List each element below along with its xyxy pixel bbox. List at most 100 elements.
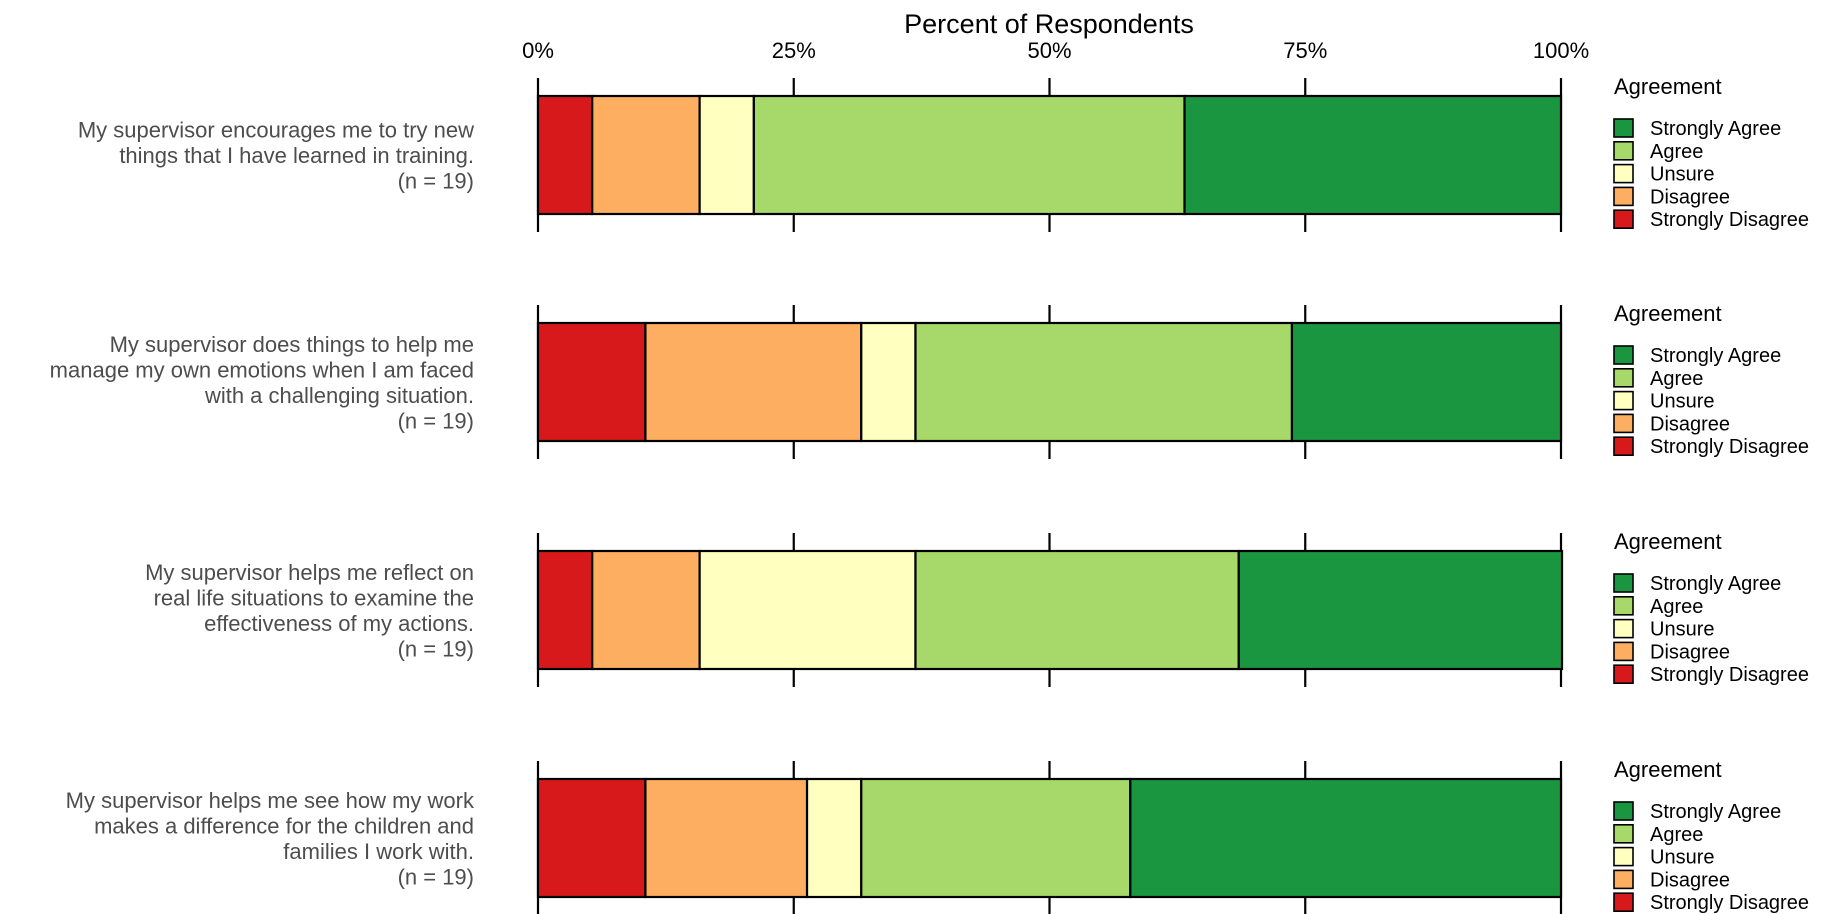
legend-label: Disagree [1650,869,1730,891]
category-label-line: (n = 19) [398,864,474,889]
legend-label: Unsure [1650,391,1714,413]
bar-row [536,305,1563,459]
category-label-line: with a challenging situation. [204,383,474,408]
legend-swatch [1613,801,1634,821]
legend-swatch [1613,186,1634,207]
bar-segment [914,549,1240,671]
legend-label: Strongly Agree [1650,801,1781,823]
category-label-line: (n = 19) [398,408,474,433]
category-label-line: (n = 19) [398,169,474,194]
legend: Agreement Strongly AgreeAgreeUnsureDisagr… [1613,529,1809,686]
bar-segment [860,321,917,443]
bar-segment [591,549,701,671]
bar-segment [698,94,755,216]
x-tick-label: 100% [1533,38,1589,63]
legend-swatch [1613,846,1634,867]
category-label-line: effectiveness of my actions. [204,611,474,636]
category-label-line: things that I have learned in training. [119,143,474,168]
legend-label: Disagree [1650,413,1730,435]
category-label: My supervisor encourages me to try new th… [78,118,474,194]
legend-swatch [1613,118,1634,138]
bar-segment [644,321,863,443]
legend-label: Unsure [1650,619,1714,641]
legend-swatch [1613,413,1634,434]
category-label-line: (n = 19) [398,636,474,661]
category-label-line: real life situations to examine the [154,585,474,610]
legend-title: Agreement [1614,301,1722,326]
legend-swatch [1613,641,1634,662]
legend-swatch [1613,345,1634,365]
legend-label: Unsure [1650,847,1714,869]
legend-label: Agree [1650,824,1703,846]
chart-title: Percent of Respondents [904,9,1194,39]
legend-title: Agreement [1614,74,1722,99]
bar-row [536,533,1564,687]
bar-segment [752,94,1186,216]
category-label-line: My supervisor encourages me to try new [78,118,474,143]
legend-swatch [1613,141,1634,161]
legend-swatch [1613,664,1634,685]
legend-label: Disagree [1650,641,1730,663]
legend-swatch [1613,163,1634,184]
legend-swatch [1613,367,1634,388]
legend-swatch [1613,823,1634,844]
legend-swatch [1613,573,1634,593]
legend-swatch [1613,595,1634,616]
x-tick-label: 50% [1027,38,1071,63]
legend-label: Disagree [1650,186,1730,208]
legend-label: Strongly Agree [1650,573,1781,595]
legend-label: Strongly Disagree [1650,209,1809,231]
bar-segment [860,777,1132,899]
legend-label: Strongly Disagree [1650,436,1809,458]
category-label-line: My supervisor does things to help me [110,332,474,357]
bars-layer [536,78,1564,914]
bar-segment [1183,94,1563,216]
bar-segment [698,549,917,671]
legend-swatch [1613,390,1634,411]
legend-label: Agree [1650,141,1703,163]
bar-row [536,761,1563,914]
legend: Agreement Strongly AgreeAgreeUnsureDisagr… [1613,757,1809,914]
category-label-line: manage my own emotions when I am faced [50,357,474,382]
category-labels: My supervisor encourages me to try new th… [50,118,475,890]
bar-segment [1237,549,1564,671]
legend: Agreement Strongly AgreeAgreeUnsureDisagr… [1613,74,1809,231]
legend-swatch [1613,209,1634,229]
category-label: My supervisor helps me reflect on real li… [145,560,474,662]
category-label: My supervisor helps me see how my work ma… [66,788,475,890]
bar-segment [536,321,647,443]
legend-label: Strongly Disagree [1650,664,1809,686]
legend-title: Agreement [1614,529,1722,554]
bar-row [536,78,1563,232]
bar-segment [536,94,594,216]
x-tick-label: 25% [772,38,816,63]
legend-label: Unsure [1650,164,1714,186]
category-label-line: families I work with. [283,839,474,864]
legend-swatch [1613,869,1634,890]
category-label-line: My supervisor helps me see how my work [66,788,475,813]
bar-segment [914,321,1294,443]
bar-segment [536,549,594,671]
legend-label: Strongly Agree [1650,345,1781,367]
category-label: My supervisor does things to help me mana… [50,332,474,434]
bar-segment [536,777,647,899]
x-tick-label: 75% [1283,38,1327,63]
bar-segment [591,94,701,216]
legend-label: Agree [1650,368,1703,390]
category-label-line: My supervisor helps me reflect on [145,560,474,585]
legend-label: Strongly Disagree [1650,892,1809,914]
legend: Agreement Strongly AgreeAgreeUnsureDisagr… [1613,301,1809,458]
legend-label: Strongly Agree [1650,118,1781,140]
legend-label: Agree [1650,596,1703,618]
legend-swatch [1613,436,1634,457]
bar-segment [805,777,863,899]
category-label-line: makes a difference for the children and [94,813,474,838]
legend-swatch [1613,618,1634,639]
bar-segment [1129,777,1563,899]
x-tick-label: 0% [522,38,554,63]
bar-segment [644,777,809,899]
legend-title: Agreement [1614,757,1722,782]
legend-swatch [1613,892,1634,913]
